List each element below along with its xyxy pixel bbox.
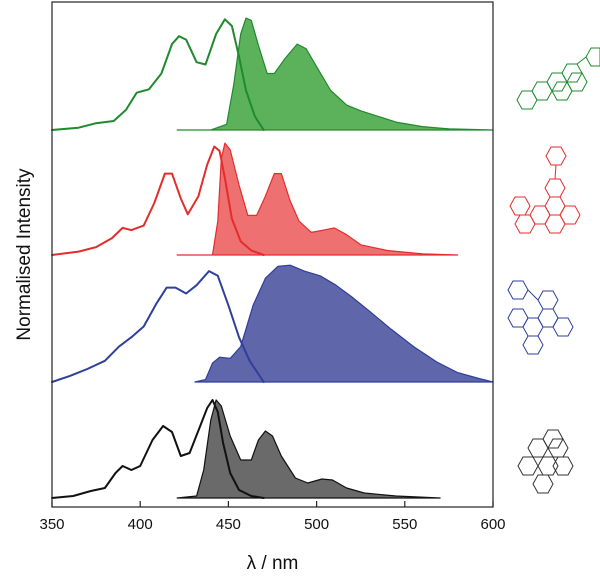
absorption-line-1	[51, 18, 265, 131]
x-axis-title: λ / nm	[247, 553, 299, 574]
molecule-structures	[507, 47, 600, 494]
spectrum-panel-1	[51, 17, 494, 131]
absorption-line-3	[51, 270, 265, 383]
emission-area-1	[176, 17, 494, 131]
benzoperylene-black-structure-icon	[517, 429, 574, 494]
spectrum-panel-2	[51, 142, 459, 256]
x-tick-label-450: 450	[216, 516, 241, 533]
x-tick-label-400: 400	[128, 516, 153, 533]
emission-area-3	[194, 264, 494, 383]
x-tick-label-600: 600	[480, 516, 505, 533]
emission-area-4	[176, 399, 441, 499]
phenyl-benzoperylene-red-structure-icon	[509, 146, 581, 234]
x-tick-label-550: 550	[392, 516, 417, 533]
spectrum-panel-3	[51, 264, 494, 383]
emission-area-2	[176, 142, 459, 256]
x-tick-label-500: 500	[304, 516, 329, 533]
y-axis-title: Normalised Intensity	[14, 168, 35, 341]
x-tick-label-350: 350	[39, 516, 64, 533]
phenyl-benzoperylene-blue-structure-icon	[507, 280, 574, 355]
absorption-line-2	[51, 145, 265, 256]
spectrum-panel-4	[51, 399, 441, 499]
absorption-line-4	[51, 399, 265, 499]
plot-frame	[51, 1, 494, 508]
phenyl-benzoperylene-green-structure-icon	[516, 47, 600, 110]
